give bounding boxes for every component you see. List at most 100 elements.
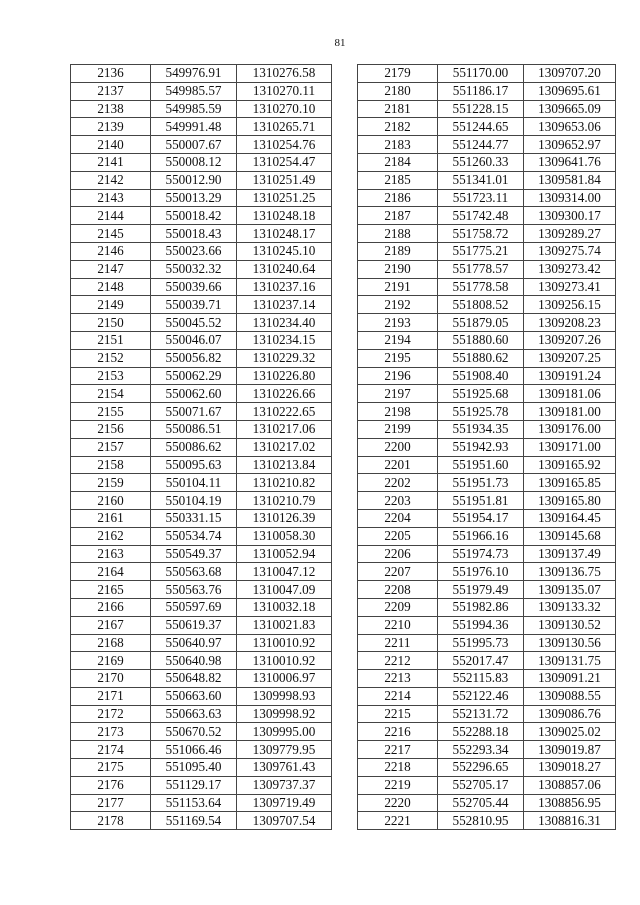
table-row: 2219 552705.17 1308857.06 xyxy=(357,775,616,795)
point-number-cell: 2140 xyxy=(70,135,151,154)
point-number-cell: 2183 xyxy=(357,135,438,154)
table-row: 2178 551169.54 1309707.54 xyxy=(70,811,332,831)
point-number-cell: 2163 xyxy=(70,544,151,564)
x-coordinate-cell: 552705.44 xyxy=(437,793,524,813)
x-coordinate-cell: 552115.83 xyxy=(437,669,524,688)
y-coordinate-cell: 1309300.17 xyxy=(523,206,616,226)
table-row: 2195 551880.62 1309207.25 xyxy=(357,348,616,368)
table-row: 2159 550104.11 1310210.82 xyxy=(70,473,332,493)
y-coordinate-cell: 1309164.45 xyxy=(523,508,616,528)
x-coordinate-cell: 550062.29 xyxy=(150,366,237,386)
table-row: 2189 551775.21 1309275.74 xyxy=(357,241,616,261)
x-coordinate-cell: 550648.82 xyxy=(150,669,237,688)
table-row: 2180 551186.17 1309695.61 xyxy=(357,81,616,101)
x-coordinate-cell: 549985.57 xyxy=(150,81,237,101)
x-coordinate-cell: 551778.57 xyxy=(437,259,524,279)
table-row: 2145 550018.43 1310248.17 xyxy=(70,224,332,243)
table-row: 2168 550640.97 1310010.92 xyxy=(70,633,332,653)
y-coordinate-cell: 1309176.00 xyxy=(523,419,616,439)
y-coordinate-cell: 1310254.47 xyxy=(236,152,332,172)
table-row: 2174 551066.46 1309779.95 xyxy=(70,740,332,760)
y-coordinate-cell: 1309086.76 xyxy=(523,704,616,724)
table-row: 2216 552288.18 1309025.02 xyxy=(357,722,616,742)
x-coordinate-cell: 550104.19 xyxy=(150,491,237,510)
x-coordinate-cell: 551979.49 xyxy=(437,580,524,599)
point-number-cell: 2186 xyxy=(357,188,438,208)
x-coordinate-cell: 552293.34 xyxy=(437,740,524,760)
y-coordinate-cell: 1309273.41 xyxy=(523,277,616,297)
y-coordinate-cell: 1310234.15 xyxy=(236,330,332,350)
point-number-cell: 2147 xyxy=(70,259,151,279)
point-number-cell: 2148 xyxy=(70,277,151,297)
x-coordinate-cell: 550046.07 xyxy=(150,330,237,350)
table-row: 2198 551925.78 1309181.00 xyxy=(357,402,616,421)
table-row: 2200 551942.93 1309171.00 xyxy=(357,437,616,457)
point-number-cell: 2210 xyxy=(357,615,438,635)
table-row: 2206 551974.73 1309137.49 xyxy=(357,544,616,564)
x-coordinate-cell: 550670.52 xyxy=(150,722,237,742)
table-row: 2153 550062.29 1310226.80 xyxy=(70,366,332,386)
x-coordinate-cell: 550039.66 xyxy=(150,277,237,297)
y-coordinate-cell: 1310234.40 xyxy=(236,313,332,332)
table-row: 2194 551880.60 1309207.26 xyxy=(357,330,616,350)
table-row: 2173 550670.52 1309995.00 xyxy=(70,722,332,742)
y-coordinate-cell: 1309171.00 xyxy=(523,437,616,457)
x-coordinate-cell: 551095.40 xyxy=(150,758,237,777)
y-coordinate-cell: 1310237.16 xyxy=(236,277,332,297)
point-number-cell: 2196 xyxy=(357,366,438,386)
table-row: 2165 550563.76 1310047.09 xyxy=(70,580,332,599)
x-coordinate-cell: 550045.52 xyxy=(150,313,237,332)
point-number-cell: 2162 xyxy=(70,526,151,546)
table-row: 2199 551934.35 1309176.00 xyxy=(357,419,616,439)
point-number-cell: 2146 xyxy=(70,241,151,261)
y-coordinate-cell: 1309275.74 xyxy=(523,241,616,261)
x-coordinate-cell: 550018.43 xyxy=(150,224,237,243)
table-row: 2217 552293.34 1309019.87 xyxy=(357,740,616,760)
x-coordinate-cell: 551976.10 xyxy=(437,562,524,582)
x-coordinate-cell: 550619.37 xyxy=(150,615,237,635)
table-row: 2172 550663.63 1309998.92 xyxy=(70,704,332,724)
y-coordinate-cell: 1310010.92 xyxy=(236,651,332,671)
point-number-cell: 2171 xyxy=(70,686,151,706)
y-coordinate-cell: 1310276.58 xyxy=(236,64,332,83)
y-coordinate-cell: 1310058.30 xyxy=(236,526,332,546)
point-number-cell: 2199 xyxy=(357,419,438,439)
x-coordinate-cell: 552705.17 xyxy=(437,775,524,795)
y-coordinate-cell: 1310265.71 xyxy=(236,117,332,137)
y-coordinate-cell: 1309707.54 xyxy=(236,811,332,831)
table-row: 2182 551244.65 1309653.06 xyxy=(357,117,616,137)
x-coordinate-cell: 550013.29 xyxy=(150,188,237,208)
x-coordinate-cell: 551341.01 xyxy=(437,170,524,190)
x-coordinate-cell: 552288.18 xyxy=(437,722,524,742)
table-row: 2169 550640.98 1310010.92 xyxy=(70,651,332,671)
table-row: 2185 551341.01 1309581.84 xyxy=(357,170,616,190)
y-coordinate-cell: 1310237.14 xyxy=(236,295,332,315)
point-number-cell: 2179 xyxy=(357,64,438,83)
y-coordinate-cell: 1310270.11 xyxy=(236,81,332,101)
table-row: 2201 551951.60 1309165.92 xyxy=(357,455,616,475)
x-coordinate-cell: 550056.82 xyxy=(150,348,237,368)
y-coordinate-cell: 1309207.25 xyxy=(523,348,616,368)
x-coordinate-cell: 550071.67 xyxy=(150,402,237,421)
y-coordinate-cell: 1309719.49 xyxy=(236,793,332,813)
x-coordinate-cell: 550032.32 xyxy=(150,259,237,279)
table-row: 2213 552115.83 1309091.21 xyxy=(357,669,616,688)
table-row: 2160 550104.19 1310210.79 xyxy=(70,491,332,510)
y-coordinate-cell: 1309130.56 xyxy=(523,633,616,653)
y-coordinate-cell: 1310245.10 xyxy=(236,241,332,261)
y-coordinate-cell: 1310210.82 xyxy=(236,473,332,493)
x-coordinate-cell: 551994.36 xyxy=(437,615,524,635)
table-row: 2170 550648.82 1310006.97 xyxy=(70,669,332,688)
point-number-cell: 2141 xyxy=(70,152,151,172)
table-row: 2204 551954.17 1309164.45 xyxy=(357,508,616,528)
table-row: 2211 551995.73 1309130.56 xyxy=(357,633,616,653)
table-row: 2158 550095.63 1310213.84 xyxy=(70,455,332,475)
y-coordinate-cell: 1309088.55 xyxy=(523,686,616,706)
y-coordinate-cell: 1310217.02 xyxy=(236,437,332,457)
table-row: 2186 551723.11 1309314.00 xyxy=(357,188,616,208)
point-number-cell: 2184 xyxy=(357,152,438,172)
y-coordinate-cell: 1309995.00 xyxy=(236,722,332,742)
y-coordinate-cell: 1309145.68 xyxy=(523,526,616,546)
point-number-cell: 2190 xyxy=(357,259,438,279)
x-coordinate-cell: 550095.63 xyxy=(150,455,237,475)
